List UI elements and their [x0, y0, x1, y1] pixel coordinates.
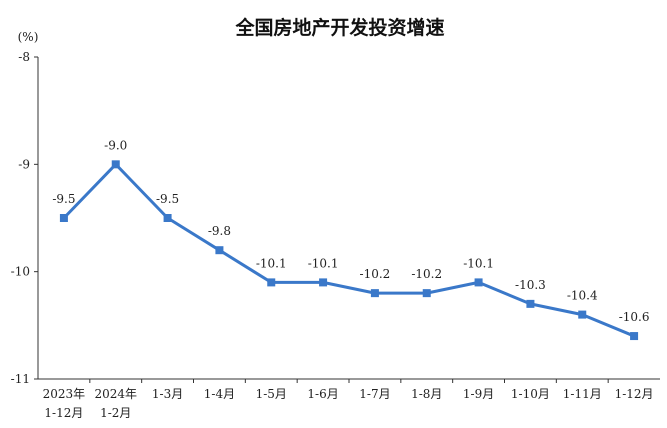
data-point: [630, 332, 639, 341]
x-tick-label: 1-8月: [411, 387, 442, 401]
series: [59, 160, 639, 341]
data-point: [578, 310, 587, 319]
data-label: -10.3: [515, 278, 546, 292]
x-tick-label: 1-5月: [256, 387, 287, 401]
y-tick-labels: -8 -9 -10 -11: [11, 50, 30, 386]
x-tick-label: 1-10月: [511, 387, 550, 401]
data-point: [370, 289, 379, 298]
data-label: -10.2: [411, 267, 442, 281]
data-label: -10.1: [308, 256, 339, 270]
data-point: [474, 278, 483, 287]
x-tick-label: 2024年 1-2月: [94, 387, 137, 420]
data-point: [111, 160, 120, 169]
x-tick-label: 1-7月: [359, 387, 390, 401]
x-tick-label: 1-3月: [152, 387, 183, 401]
data-label: -10.1: [256, 256, 287, 270]
x-tick-label: 1-4月: [204, 387, 235, 401]
data-label: -10.4: [567, 289, 598, 303]
axes: [34, 56, 660, 383]
data-labels: -9.5 -9.0 -9.5 -9.8 -10.1 -10.1 -10.2 -10.2 -10.…: [52, 138, 649, 324]
series-line: [62, 162, 635, 338]
data-label: -10.1: [463, 256, 494, 270]
chart-title: 全国房地产开发投资增速: [234, 16, 444, 39]
y-tick-label: -8: [18, 50, 30, 64]
data-label: -9.5: [52, 192, 75, 206]
data-point: [319, 278, 328, 287]
data-point: [163, 214, 172, 222]
data-point: [267, 278, 276, 287]
x-tick-label: 1-6月: [307, 387, 338, 401]
data-label: -10.2: [360, 267, 391, 281]
data-point: [422, 289, 431, 298]
data-label: -9.0: [104, 138, 127, 152]
x-tick-label: 2023年 1-12月: [43, 387, 86, 420]
data-label: -9.8: [208, 224, 231, 238]
data-point: [526, 299, 535, 308]
data-label: -9.5: [156, 192, 179, 206]
x-tick-label: 1-12月: [615, 387, 654, 401]
data-point: [59, 214, 68, 222]
data-label: -10.6: [619, 310, 650, 324]
y-tick-label: -9: [18, 157, 30, 171]
y-axis-unit: (%): [18, 30, 39, 44]
y-tick-label: -10: [11, 265, 30, 279]
x-tick-label: 1-9月: [463, 387, 494, 401]
data-point: [215, 246, 224, 255]
y-tick-label: -11: [11, 372, 30, 386]
x-tick-label: 1-11月: [563, 387, 602, 401]
